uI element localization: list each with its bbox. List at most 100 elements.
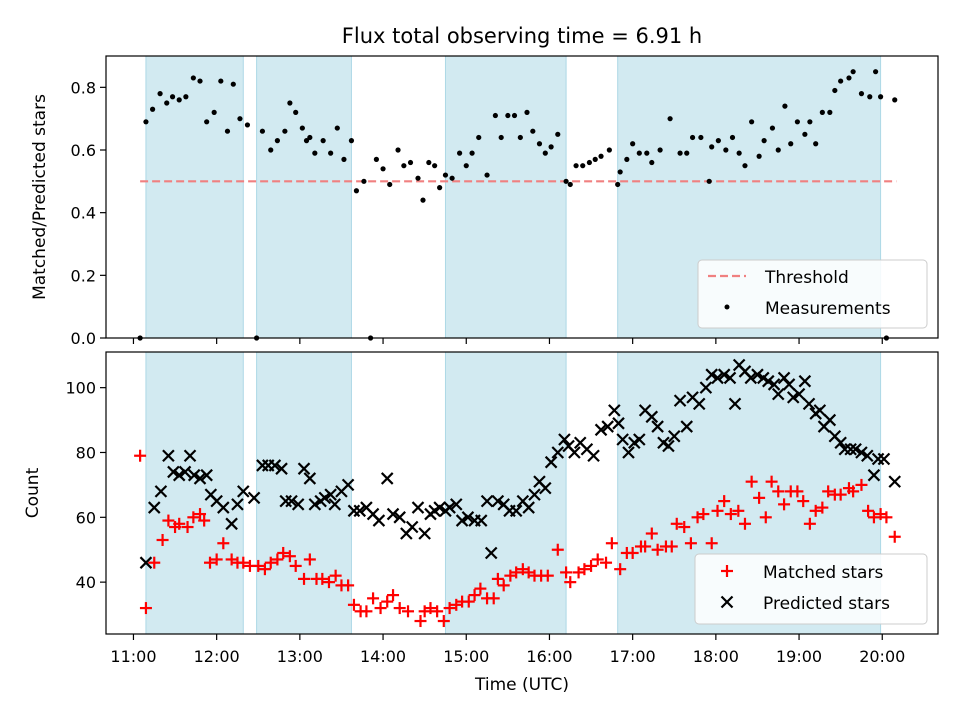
predicted-stars-marker xyxy=(568,446,581,459)
predicted-stars-marker xyxy=(792,387,806,401)
matched-stars-marker xyxy=(724,508,737,521)
predicted-stars-marker xyxy=(147,501,161,514)
predicted-stars-marker xyxy=(449,498,463,511)
matched-stars-marker xyxy=(578,563,591,576)
measurement-point xyxy=(715,138,721,144)
measurement-point xyxy=(415,175,421,181)
count-plot-frame xyxy=(105,351,939,635)
measurement-point xyxy=(282,128,288,134)
measurement-point xyxy=(157,91,163,97)
predicted-stars-marker xyxy=(474,514,488,527)
measurement-point xyxy=(149,106,156,112)
y-tick-label: 0.4 xyxy=(71,204,96,223)
measurement-point xyxy=(218,78,224,84)
predicted-stars-marker xyxy=(723,371,737,385)
measurement-point xyxy=(183,94,189,100)
predicted-stars-marker xyxy=(225,517,238,531)
predicted-stars-marker xyxy=(877,452,891,466)
legend-threshold-label: Threshold xyxy=(764,268,849,288)
measurement-point xyxy=(530,128,536,134)
predicted-stars-marker xyxy=(692,397,706,411)
y-tick-label: 0.8 xyxy=(71,78,96,97)
measurement-point xyxy=(630,141,636,147)
y-tick-label: 0.0 xyxy=(71,329,96,348)
measurement-point xyxy=(169,94,176,100)
y-tick-label: 60 xyxy=(76,508,96,527)
matched-stars-marker xyxy=(551,543,564,556)
predicted-stars-marker xyxy=(612,417,625,430)
matched-stars-marker xyxy=(711,504,724,517)
predicted-stars-marker xyxy=(484,546,498,560)
predicted-stars-marker xyxy=(645,410,659,424)
measurement-point xyxy=(449,175,455,181)
measurement-point xyxy=(877,94,884,100)
measurement-point xyxy=(769,125,776,131)
measurement-point xyxy=(677,150,683,156)
predicted-stars-marker xyxy=(849,442,862,456)
measurement-point xyxy=(442,172,449,178)
measurement-point xyxy=(237,116,243,122)
matched-stars-marker xyxy=(298,572,311,585)
measurement-point xyxy=(230,81,236,87)
predicted-stars-marker xyxy=(782,378,796,391)
measurement-point xyxy=(505,112,511,119)
measurement-point xyxy=(867,94,873,100)
matched-stars-marker xyxy=(381,595,394,608)
matched-stars-marker xyxy=(778,498,791,511)
predicted-stars-marker xyxy=(834,436,847,450)
matched-stars-marker xyxy=(374,602,387,615)
matched-stars-marker xyxy=(148,556,161,569)
matched-stars-marker xyxy=(491,572,504,585)
predicted-stars-marker xyxy=(443,501,456,514)
count-legend: Matched stars Predicted stars xyxy=(694,553,928,625)
matched-stars-marker xyxy=(541,569,554,582)
matched-stars-marker xyxy=(600,556,613,569)
y-tick-label: 80 xyxy=(76,443,96,462)
measurement-point xyxy=(287,100,293,106)
measurement-point xyxy=(689,134,696,141)
ratio-y-axis-label: Matched/Predicted stars xyxy=(30,94,50,300)
measurement-point xyxy=(268,147,274,153)
predicted-stars-marker xyxy=(491,494,505,508)
observing-interval-band xyxy=(256,351,352,635)
measurement-point xyxy=(274,138,280,144)
predicted-stars-marker xyxy=(594,423,608,437)
predicted-stars-marker xyxy=(433,501,446,514)
predicted-stars-marker xyxy=(480,494,494,508)
matched-stars-marker xyxy=(289,559,302,572)
measurement-point xyxy=(684,150,690,156)
predicted-stars-marker xyxy=(328,498,342,511)
measurement-point xyxy=(328,150,334,156)
matched-stars-marker xyxy=(487,592,500,605)
matched-stars-marker xyxy=(252,559,265,572)
matched-stars-marker xyxy=(834,488,847,501)
matched-stars-marker xyxy=(187,511,200,524)
predicted-stars-marker xyxy=(341,478,355,492)
predicted-stars-marker xyxy=(888,475,902,488)
matched-stars-marker xyxy=(745,475,758,488)
measurement-point xyxy=(567,181,573,188)
matched-stars-marker xyxy=(797,495,810,508)
predicted-stars-marker xyxy=(172,468,186,482)
predicted-stars-marker xyxy=(558,433,571,446)
measurement-point xyxy=(361,178,367,184)
measurement-point xyxy=(813,141,819,147)
predicted-stars-marker xyxy=(275,462,288,475)
matched-stars-marker xyxy=(342,579,355,592)
measurement-point xyxy=(259,128,266,134)
matched-stars-marker xyxy=(139,602,152,615)
predicted-stars-marker xyxy=(187,468,201,482)
measurement-point xyxy=(555,131,561,137)
predicted-stars-marker xyxy=(183,449,197,463)
predicted-stars-marker xyxy=(699,381,713,394)
legend-measurements-label: Measurements xyxy=(765,299,891,319)
measurement-point xyxy=(380,166,386,172)
matched-stars-marker xyxy=(855,478,868,491)
predicted-stars-marker xyxy=(372,514,386,527)
matched-stars-marker xyxy=(759,511,772,524)
measurement-point xyxy=(756,153,762,159)
matched-stars-marker xyxy=(329,569,342,582)
predicted-stars-marker xyxy=(717,368,731,381)
predicted-stars-marker xyxy=(411,501,425,514)
predicted-stars-marker xyxy=(386,507,400,521)
